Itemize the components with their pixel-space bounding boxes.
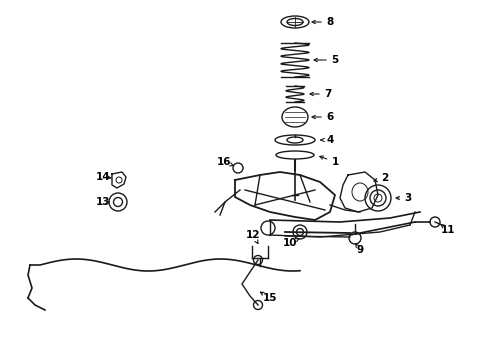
Text: 4: 4 — [326, 135, 334, 145]
Text: 13: 13 — [96, 197, 110, 207]
Text: 10: 10 — [283, 238, 297, 248]
Text: 5: 5 — [331, 55, 339, 65]
Text: 15: 15 — [263, 293, 277, 303]
Text: 6: 6 — [326, 112, 334, 122]
Text: 12: 12 — [246, 230, 260, 240]
Text: 11: 11 — [441, 225, 455, 235]
Text: 2: 2 — [381, 173, 389, 183]
Text: 8: 8 — [326, 17, 334, 27]
Text: 9: 9 — [356, 245, 364, 255]
Text: 14: 14 — [96, 172, 110, 182]
Text: 7: 7 — [324, 89, 332, 99]
Text: 3: 3 — [404, 193, 412, 203]
Text: 1: 1 — [331, 157, 339, 167]
Text: 16: 16 — [217, 157, 231, 167]
